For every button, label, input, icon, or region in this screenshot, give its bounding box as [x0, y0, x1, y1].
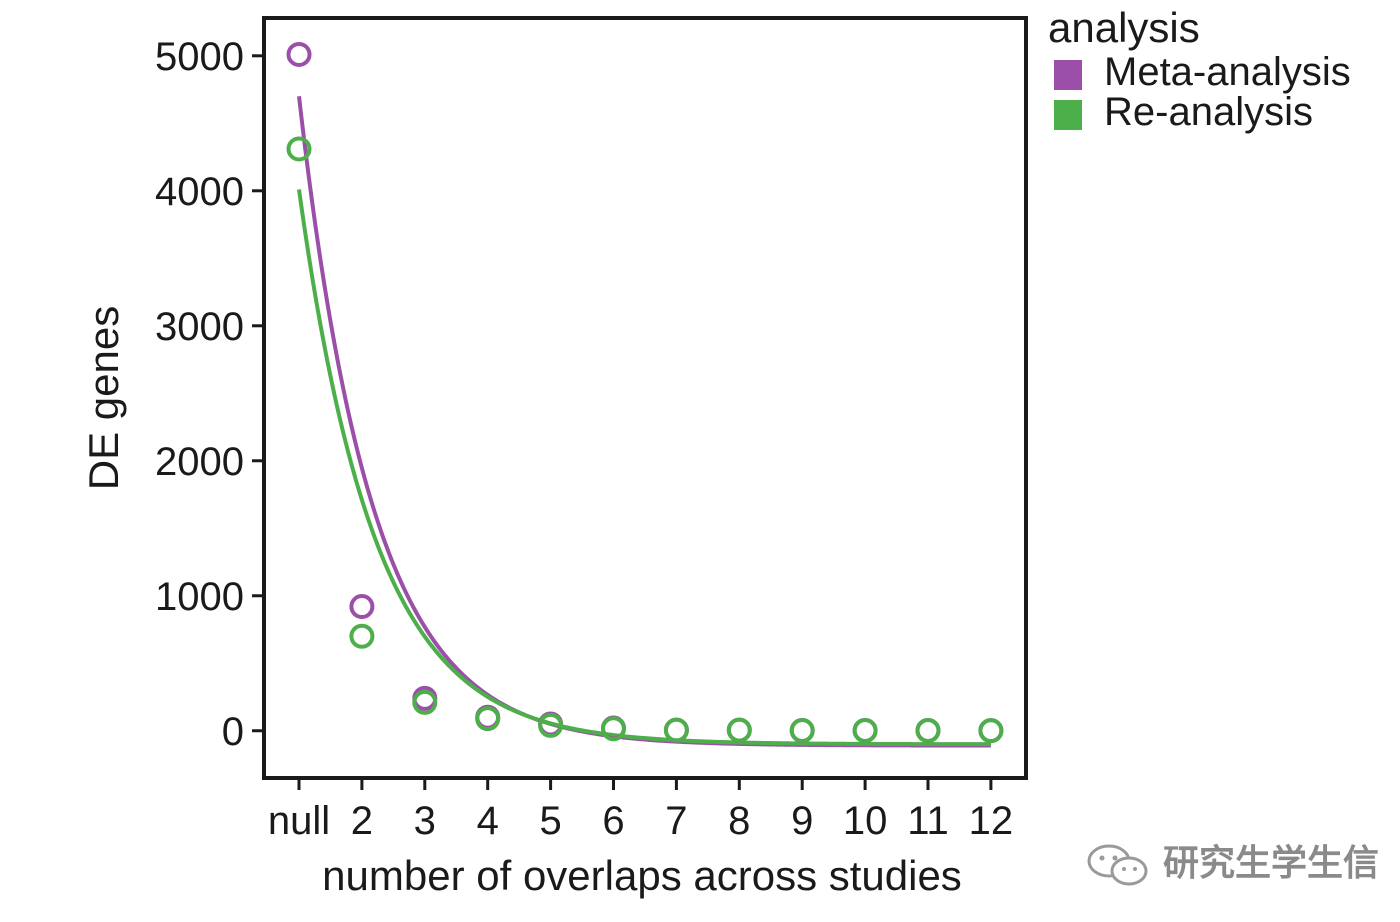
- point-meta-analysis-2: [349, 594, 375, 620]
- y-tick-label-2000: 2000: [155, 440, 244, 484]
- legend-item-re-analysis: Re-analysis: [1048, 92, 1313, 132]
- legend-item-meta-analysis: Meta-analysis: [1048, 52, 1351, 92]
- point-re-analysis-12: [978, 718, 1004, 744]
- point-re-analysis-2: [349, 623, 375, 649]
- point-re-analysis-6: [601, 716, 626, 742]
- x-tick-label-8: 8: [728, 799, 750, 843]
- x-axis: null 2 3 4 5 6 7 8 9 10 11 12: [268, 778, 1013, 843]
- fit-curves: [297, 96, 991, 748]
- x-tick-label-9: 9: [791, 799, 813, 843]
- x-tick-label-11: 11: [907, 799, 949, 843]
- legend-key-meta-analysis: [1054, 60, 1082, 90]
- x-tick-label-null: null: [268, 799, 330, 843]
- x-tick-label-12: 12: [969, 799, 1014, 843]
- y-tick-label-5000: 5000: [155, 35, 244, 79]
- point-re-analysis-9: [789, 717, 815, 743]
- point-re-analysis-3: [412, 689, 438, 715]
- y-tick-label-1000: 1000: [155, 575, 244, 619]
- x-tick-label-6: 6: [602, 799, 624, 843]
- y-tick-label-0: 0: [222, 710, 244, 754]
- plot-panel: [262, 16, 1028, 780]
- point-re-analysis-8: [726, 717, 752, 743]
- point-meta-analysis-null: [286, 41, 312, 67]
- x-tick-label-3: 3: [414, 799, 436, 843]
- x-axis-title: number of overlaps across studies: [322, 852, 962, 899]
- x-tick-label-5: 5: [539, 799, 561, 843]
- point-re-analysis-10: [852, 717, 878, 743]
- y-tick-label-3000: 3000: [155, 305, 244, 349]
- legend-key-re-analysis: [1054, 100, 1082, 130]
- wechat-icon: [1087, 844, 1148, 886]
- legend: analysis Meta-analysis Re-analysis: [1048, 4, 1351, 132]
- point-re-analysis-4: [475, 706, 501, 732]
- y-axis-title: DE genes: [80, 306, 127, 490]
- legend-label-meta-analysis: Meta-analysis: [1104, 50, 1351, 94]
- y-tick-label-4000: 4000: [155, 170, 244, 214]
- x-tick-label-2: 2: [351, 799, 373, 843]
- legend-title: analysis: [1048, 4, 1200, 51]
- y-axis: 0 1000 2000 3000 4000 5000: [155, 35, 264, 754]
- point-re-analysis-5: [538, 712, 564, 738]
- point-re-analysis-null: [286, 136, 312, 162]
- chart: 0 1000 2000 3000 4000 5000 null 2 3 4 5 6 7 8 9 10 11 12…: [80, 16, 1028, 899]
- fit-curve-re-analysis: [297, 189, 991, 747]
- watermark-text: 研究生学生信: [1163, 843, 1380, 884]
- legend-label-re-analysis: Re-analysis: [1104, 90, 1313, 134]
- x-tick-label-7: 7: [665, 799, 687, 843]
- point-re-analysis-11: [915, 717, 941, 743]
- watermark: 研究生学生信: [1085, 838, 1379, 892]
- x-tick-label-10: 10: [843, 799, 888, 843]
- point-re-analysis-7: [663, 717, 689, 743]
- data-points: [286, 41, 1004, 744]
- x-tick-label-4: 4: [477, 799, 499, 843]
